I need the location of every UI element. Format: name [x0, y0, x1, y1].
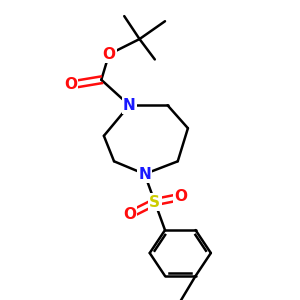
Text: N: N: [123, 98, 136, 113]
Text: O: O: [64, 77, 77, 92]
Text: S: S: [149, 195, 160, 210]
Text: O: O: [123, 207, 136, 222]
Text: N: N: [138, 167, 151, 182]
Text: O: O: [103, 47, 116, 62]
Text: O: O: [174, 190, 187, 205]
